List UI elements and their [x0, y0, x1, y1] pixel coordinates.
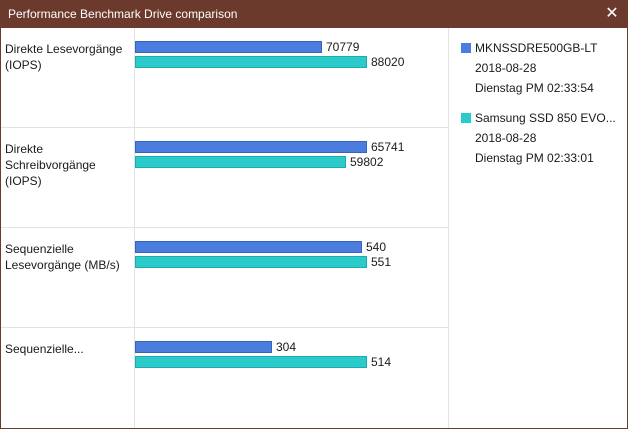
bar-series-2	[135, 256, 367, 268]
legend-time: Dienstag PM 02:33:01	[475, 151, 594, 165]
bar-series-1	[135, 341, 272, 353]
bar-value-label: 551	[371, 255, 392, 269]
legend-time: Dienstag PM 02:33:54	[475, 81, 594, 95]
title-bar[interactable]: Performance Benchmark Drive comparison ✕	[1, 1, 627, 28]
bar-series-2	[135, 156, 346, 168]
chart-row: Direkte Schreibvorgänge (IOPS) 65741 59802	[1, 128, 448, 228]
category-label: Direkte Lesevorgänge (IOPS)	[5, 42, 123, 72]
row-divider	[1, 327, 448, 328]
bar-value-label: 65741	[371, 140, 405, 154]
bar-value-label: 88020	[371, 55, 405, 69]
bar-value-label: 540	[366, 240, 387, 254]
category-label: Sequenzielle...	[5, 342, 84, 356]
bar-series-1	[135, 41, 322, 53]
legend-swatch	[461, 113, 471, 123]
bar-value-label: 59802	[350, 155, 384, 169]
row-divider	[1, 127, 448, 128]
bar-value-label: 514	[371, 355, 392, 369]
legend-drive-name: Samsung SSD 850 EVO...	[475, 111, 616, 125]
row-divider	[1, 227, 448, 228]
window-title: Performance Benchmark Drive comparison	[8, 7, 238, 21]
legend-swatch	[461, 43, 471, 53]
bar-series-1	[135, 141, 367, 153]
chart-row: Sequenzielle... 304 514	[1, 328, 448, 428]
bar-value-label: 70779	[326, 40, 360, 54]
legend-date: 2018-08-28	[475, 131, 537, 145]
close-icon[interactable]: ✕	[605, 5, 619, 22]
window-content: Direkte Lesevorgänge (IOPS) 70779 88020 Dir…	[1, 28, 627, 428]
chart-row: Direkte Lesevorgänge (IOPS) 70779 88020	[1, 28, 448, 128]
bar-value-label: 304	[276, 340, 297, 354]
legend: MKNSSDRE500GB-LT 2018-08-28 Dienstag PM 02…	[449, 28, 627, 428]
bar-series-2	[135, 356, 367, 368]
category-label: Sequenzielle Lesevorgänge (MB/s)	[5, 242, 120, 272]
legend-date: 2018-08-28	[475, 61, 537, 75]
label-divider	[134, 28, 135, 428]
bar-series-1	[135, 241, 362, 253]
comparison-chart: Direkte Lesevorgänge (IOPS) 70779 88020 Dir…	[1, 28, 448, 428]
chart-row: Sequenzielle Lesevorgänge (MB/s) 540 551	[1, 228, 448, 328]
category-label: Direkte Schreibvorgänge (IOPS)	[5, 142, 96, 188]
bar-series-2	[135, 56, 367, 68]
legend-divider	[448, 28, 449, 428]
legend-drive-name: MKNSSDRE500GB-LT	[475, 41, 598, 55]
